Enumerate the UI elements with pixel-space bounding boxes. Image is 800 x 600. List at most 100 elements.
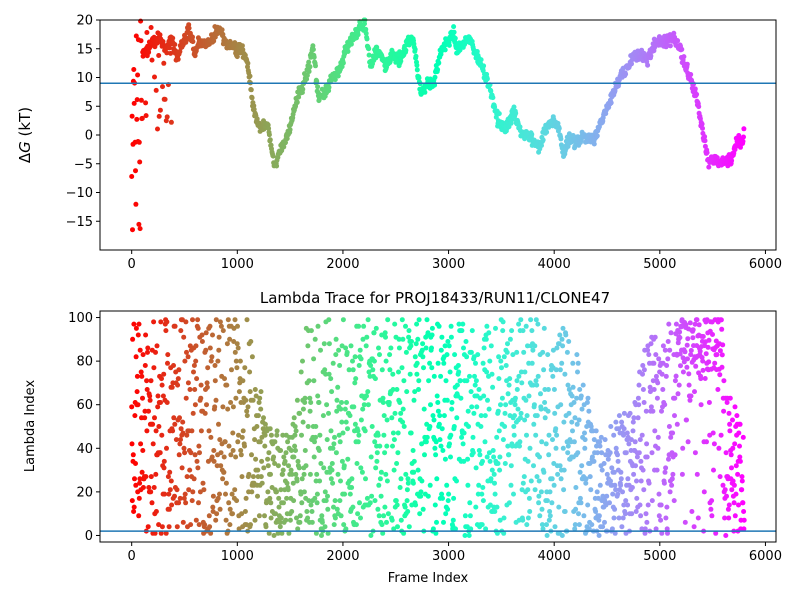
lambda-point xyxy=(723,533,729,538)
lambda-point xyxy=(434,393,440,399)
lambda-point xyxy=(462,513,468,519)
dg-point xyxy=(267,137,273,143)
lambda-point xyxy=(618,476,624,482)
lambda-point xyxy=(137,347,143,353)
lambda-point xyxy=(254,424,260,429)
lambda-point xyxy=(690,335,696,341)
dg-point xyxy=(435,67,441,73)
lambda-point xyxy=(155,404,161,410)
dg-point xyxy=(348,41,354,47)
lambda-point xyxy=(470,434,476,440)
dg-point xyxy=(594,133,600,139)
lambda-point xyxy=(272,461,278,466)
lambda-point xyxy=(735,471,741,477)
lambda-point xyxy=(358,417,364,423)
lambda-point xyxy=(184,474,190,480)
lambda-point xyxy=(582,445,588,451)
lambda-point xyxy=(400,406,406,412)
lambda-point xyxy=(338,406,344,412)
lambda-point xyxy=(692,321,698,327)
lambda-point xyxy=(200,480,206,486)
lambda-point xyxy=(430,413,436,419)
lambda-point xyxy=(210,504,216,510)
lambda-point xyxy=(161,458,167,464)
lambda-point xyxy=(142,363,148,368)
lambda-point xyxy=(191,363,197,368)
lambda-point xyxy=(625,476,631,482)
lambda-point xyxy=(615,458,621,464)
lambda-point xyxy=(306,378,312,384)
dg-point xyxy=(134,116,140,122)
dg-point xyxy=(364,36,370,42)
lambda-point xyxy=(420,354,426,360)
lambda-point xyxy=(158,530,164,536)
lambda-point xyxy=(453,526,458,532)
lambda-point xyxy=(288,448,294,453)
lambda-point xyxy=(444,482,450,488)
dg-point xyxy=(675,38,681,44)
lambda-point xyxy=(733,463,739,469)
lambda-point xyxy=(714,352,720,358)
lambda-point xyxy=(186,487,192,493)
lambda-point xyxy=(129,498,135,504)
lambda-point xyxy=(560,325,566,331)
lambda-point xyxy=(518,369,524,375)
lambda-point xyxy=(153,349,158,355)
lambda-point xyxy=(459,434,465,440)
lambda-point xyxy=(144,378,150,384)
lambda-point xyxy=(284,495,290,501)
lambda-point xyxy=(459,328,465,334)
lambda-point xyxy=(465,408,471,414)
lambda-point xyxy=(338,513,344,519)
lambda-point xyxy=(395,524,400,530)
lambda-point xyxy=(736,502,741,508)
lambda-point xyxy=(424,317,430,323)
lambda-point xyxy=(328,428,334,434)
lambda-point xyxy=(611,515,617,521)
dg-point xyxy=(168,50,174,56)
dg-point xyxy=(366,46,372,52)
lambda-point xyxy=(408,343,414,349)
lambda-point xyxy=(466,533,472,538)
lambda-point xyxy=(312,336,318,342)
lambda-point xyxy=(363,343,369,349)
lambda-point xyxy=(330,360,336,366)
lambda-point xyxy=(189,428,195,434)
lambda-point xyxy=(190,317,195,323)
lambda-point xyxy=(252,387,258,392)
lambda-point xyxy=(574,421,580,427)
lambda-point xyxy=(388,345,394,351)
lambda-point xyxy=(247,389,253,395)
lambda-point xyxy=(475,352,481,358)
lambda-point xyxy=(726,502,732,508)
lambda-point xyxy=(635,395,641,401)
lambda-point xyxy=(396,336,402,342)
lambda-point xyxy=(537,454,542,460)
lambda-point xyxy=(524,413,530,419)
lambda-point xyxy=(403,323,408,329)
lambda-point xyxy=(383,471,389,477)
lambda-point xyxy=(334,506,340,512)
lambda-point xyxy=(315,323,321,329)
lambda-point xyxy=(667,347,673,353)
lambda-point xyxy=(191,476,197,482)
lambda-point xyxy=(345,456,351,462)
dg-point xyxy=(163,118,169,124)
lambda-point xyxy=(574,395,580,401)
lambda-point xyxy=(421,365,426,371)
lambda-point xyxy=(169,502,175,508)
lambda-point xyxy=(469,404,475,410)
lambda-point xyxy=(700,367,706,373)
lambda-point xyxy=(588,487,594,493)
lambda-point xyxy=(181,495,187,501)
lambda-point xyxy=(375,432,381,438)
lambda-point xyxy=(299,476,305,482)
lambda-point xyxy=(194,458,200,464)
lambda-point xyxy=(734,413,740,419)
lambda-point xyxy=(275,530,281,536)
lambda-point xyxy=(464,378,470,384)
x-tick-label: 1000 xyxy=(221,549,254,564)
lambda-point xyxy=(230,404,236,410)
lambda-point xyxy=(561,419,567,425)
lambda-point xyxy=(652,334,658,340)
